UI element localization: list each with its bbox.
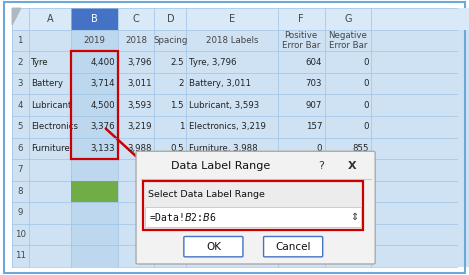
- Text: 2.5: 2.5: [170, 57, 184, 67]
- Text: 4,400: 4,400: [91, 57, 115, 67]
- Text: 6: 6: [17, 144, 23, 153]
- Text: 3,796: 3,796: [128, 57, 152, 67]
- Text: Furniture: Furniture: [31, 144, 70, 153]
- Text: Positive
Error Bar: Positive Error Bar: [282, 31, 320, 50]
- Text: 2018: 2018: [125, 36, 147, 45]
- Bar: [71, 51, 118, 159]
- Text: Spacing: Spacing: [153, 36, 188, 45]
- Text: D: D: [166, 14, 174, 24]
- Text: 3,593: 3,593: [128, 101, 152, 110]
- Text: C: C: [133, 14, 139, 24]
- Text: 2018 Labels: 2018 Labels: [206, 36, 258, 45]
- Text: 3,133: 3,133: [91, 144, 115, 153]
- Text: 3,714: 3,714: [91, 79, 115, 88]
- Text: ?: ?: [318, 161, 324, 171]
- Text: 4,500: 4,500: [91, 101, 115, 110]
- Text: Negative
Error Bar: Negative Error Bar: [328, 31, 367, 50]
- Text: 3: 3: [17, 79, 23, 88]
- Text: 2: 2: [179, 79, 184, 88]
- Text: 3,988: 3,988: [128, 144, 152, 153]
- Text: 0: 0: [363, 101, 369, 110]
- Text: Electronics: Electronics: [31, 122, 78, 131]
- Text: 5: 5: [17, 122, 23, 131]
- Text: 907: 907: [306, 101, 322, 110]
- Text: 855: 855: [352, 144, 369, 153]
- Text: F: F: [298, 14, 304, 24]
- Text: 1.5: 1.5: [170, 101, 184, 110]
- Text: OK: OK: [206, 242, 221, 252]
- Text: 7: 7: [17, 165, 23, 174]
- Text: G: G: [344, 14, 352, 24]
- Text: 3,376: 3,376: [91, 122, 115, 131]
- Bar: [12, 8, 469, 30]
- Text: Cancel: Cancel: [275, 242, 311, 252]
- Text: 3,219: 3,219: [128, 122, 152, 131]
- Text: Furniture, 3,988: Furniture, 3,988: [189, 144, 257, 153]
- Text: 157: 157: [306, 122, 322, 131]
- Text: 11: 11: [15, 251, 26, 260]
- Text: X: X: [348, 161, 356, 171]
- Text: 1: 1: [17, 36, 23, 45]
- Text: E: E: [229, 14, 235, 24]
- Text: 3,011: 3,011: [127, 79, 152, 88]
- Text: 604: 604: [306, 57, 322, 67]
- Polygon shape: [12, 8, 21, 25]
- FancyBboxPatch shape: [136, 151, 375, 264]
- Text: 0.5: 0.5: [170, 144, 184, 153]
- Text: 0: 0: [317, 144, 322, 153]
- Text: Tyre: Tyre: [31, 57, 49, 67]
- Text: Select Data Label Range: Select Data Label Range: [148, 190, 265, 199]
- Text: 10: 10: [15, 230, 26, 239]
- Text: 2019: 2019: [83, 36, 106, 45]
- FancyBboxPatch shape: [184, 236, 243, 257]
- Text: Electronics, 3,219: Electronics, 3,219: [189, 122, 265, 131]
- Text: 0: 0: [363, 79, 369, 88]
- Text: 4: 4: [17, 101, 23, 110]
- Bar: [143, 181, 363, 230]
- Text: 8: 8: [17, 187, 23, 196]
- Text: Battery, 3,011: Battery, 3,011: [189, 79, 251, 88]
- Text: Tyre, 3,796: Tyre, 3,796: [189, 57, 236, 67]
- Text: =Data!$B$2:$B$6: =Data!$B$2:$B$6: [149, 211, 217, 223]
- Bar: [71, 8, 118, 30]
- Text: 9: 9: [17, 208, 23, 218]
- Bar: [71, 8, 118, 267]
- Text: Lubricant, 3,593: Lubricant, 3,593: [189, 101, 259, 110]
- Text: 0: 0: [363, 122, 369, 131]
- FancyBboxPatch shape: [264, 236, 323, 257]
- Text: Lubricant: Lubricant: [31, 101, 71, 110]
- Text: ⇕: ⇕: [349, 212, 358, 222]
- Text: Data Label Range: Data Label Range: [171, 161, 270, 171]
- Text: 1: 1: [179, 122, 184, 131]
- Bar: [145, 207, 361, 227]
- Text: B: B: [91, 14, 98, 24]
- Text: Battery: Battery: [31, 79, 63, 88]
- Text: 703: 703: [306, 79, 322, 88]
- Text: 2: 2: [17, 57, 23, 67]
- Text: A: A: [46, 14, 53, 24]
- Bar: [71, 181, 118, 202]
- Text: 0: 0: [363, 57, 369, 67]
